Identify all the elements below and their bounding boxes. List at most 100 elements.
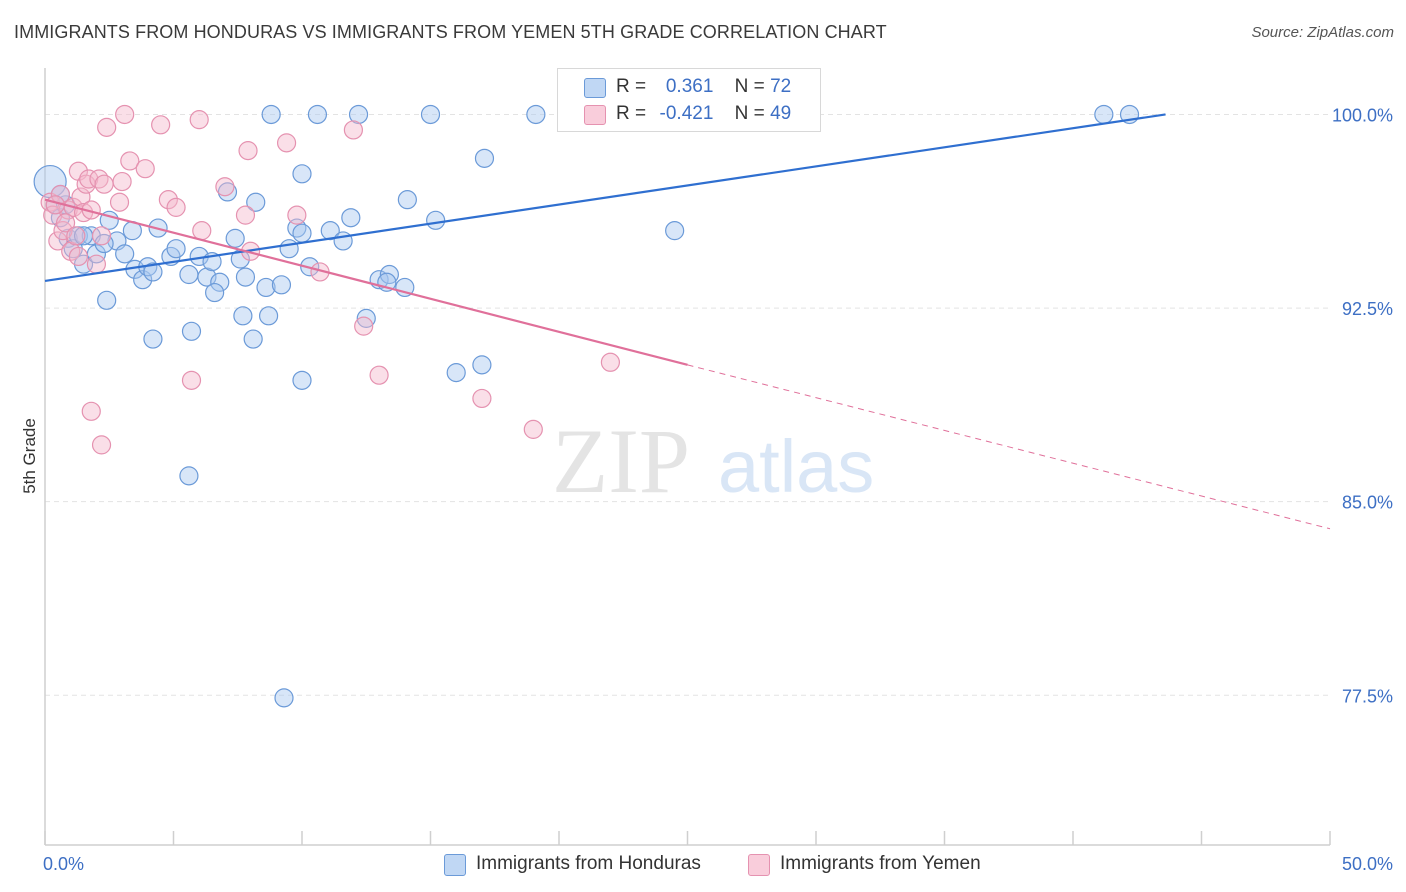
yemen-point (135, 159, 155, 179)
yemen-point (120, 151, 140, 171)
honduras-point (258, 306, 279, 326)
yemen-point (189, 110, 209, 130)
yemen-point (215, 177, 235, 197)
yemen-point (97, 117, 117, 137)
honduras-point (1094, 104, 1114, 125)
y-tick-label: 92.5% (1342, 299, 1393, 319)
honduras-point (307, 104, 328, 125)
yemen-point (238, 141, 258, 161)
honduras-point (256, 277, 276, 298)
legend-r-label: R = (616, 76, 647, 97)
watermark-atlas: atlas (718, 425, 874, 508)
honduras-trend-line (44, 113, 1166, 283)
honduras-point (397, 190, 417, 210)
watermark: ZIP atlas (552, 410, 874, 512)
yemen-point (66, 226, 86, 246)
yemen-point (48, 231, 68, 251)
yemen-point (181, 370, 202, 390)
honduras-point (356, 308, 376, 328)
honduras-point (235, 267, 256, 287)
honduras-point (197, 267, 217, 287)
y-tick-labels: 100.0% 92.5% 85.0% 77.5% (1332, 105, 1393, 706)
yemen-point (287, 205, 307, 225)
yemen-point (523, 419, 543, 439)
yemen-point (369, 365, 389, 385)
legend-swatch-yemen (584, 105, 606, 125)
bottom-legend-label-yemen: Immigrants from Yemen (780, 853, 981, 874)
data-points (33, 104, 1140, 708)
yemen-point (354, 316, 374, 336)
yemen-point (151, 115, 171, 135)
yemen-point (115, 104, 135, 125)
honduras-point (420, 104, 441, 125)
yemen-point (89, 169, 109, 189)
yemen-point (235, 205, 256, 225)
honduras-point (292, 370, 312, 390)
honduras-point (292, 223, 312, 243)
yemen-point (91, 226, 112, 246)
honduras-point (225, 228, 245, 248)
legend-n-value-honduras: 72 (770, 76, 792, 97)
yemen-point (81, 401, 101, 421)
chart-title: IMMIGRANTS FROM HONDURAS VS IMMIGRANTS F… (14, 22, 887, 42)
yemen-point (94, 174, 114, 194)
honduras-point (97, 290, 117, 310)
legend-n-label: N = (734, 103, 765, 124)
source-label: Source: ZipAtlas.com (1251, 24, 1394, 41)
honduras-point (665, 221, 685, 241)
x-tick-label-max: 50.0% (1342, 854, 1393, 874)
honduras-point (94, 233, 114, 254)
yemen-point (112, 171, 132, 192)
yemen-point (343, 120, 363, 140)
honduras-point (210, 272, 230, 292)
honduras-point (217, 182, 238, 202)
yemen-point (600, 352, 621, 372)
watermark-zip: ZIP (552, 410, 690, 512)
honduras-point (474, 148, 495, 168)
yemen-point (472, 388, 492, 409)
legend-swatch-honduras (584, 78, 606, 98)
honduras-point (143, 329, 163, 349)
yemen-point (86, 254, 107, 274)
honduras-point (243, 329, 263, 349)
yemen-point (158, 190, 178, 210)
bottom-legend-swatch-yemen (748, 854, 770, 876)
bottom-legend-swatch-honduras (444, 854, 466, 876)
yemen-point (166, 197, 186, 217)
y-tick-label: 100.0% (1332, 105, 1393, 125)
honduras-point (179, 466, 199, 486)
honduras-point (115, 244, 135, 264)
legend-r-value-honduras: 0.361 (665, 76, 714, 97)
x-tick-label-min: 0.0% (43, 854, 84, 874)
legend-r-value-yemen: -0.421 (659, 103, 714, 124)
honduras-point (166, 239, 186, 259)
yemen-point (55, 213, 76, 233)
honduras-point (143, 262, 163, 282)
yemen-trend-extension (687, 364, 1331, 530)
yemen-point (276, 133, 297, 153)
yemen-point (91, 435, 112, 455)
grid (45, 113, 1330, 696)
honduras-point (472, 355, 492, 375)
honduras-point (379, 264, 399, 285)
honduras-point (279, 239, 299, 259)
honduras-point (446, 363, 466, 383)
y-tick-label: 85.0% (1342, 493, 1393, 513)
yemen-point (109, 192, 130, 212)
honduras-point (179, 264, 199, 285)
honduras-point (181, 321, 202, 341)
y-tick-label: 77.5% (1342, 686, 1393, 706)
stats-legend: R = 0.361 N = 72 R = -0.421 N = 49 (557, 68, 821, 132)
x-ticks (44, 831, 1331, 845)
honduras-point (233, 306, 253, 326)
legend-n-value-yemen: 49 (770, 103, 792, 124)
honduras-point (205, 282, 225, 303)
honduras-point (274, 688, 294, 708)
yemen-trend-line (44, 198, 688, 366)
legend-n-label: N = (734, 76, 765, 97)
legend-r-label: R = (616, 103, 647, 124)
honduras-point (426, 210, 446, 230)
yemen-point (53, 221, 73, 241)
yemen-point (79, 169, 99, 189)
